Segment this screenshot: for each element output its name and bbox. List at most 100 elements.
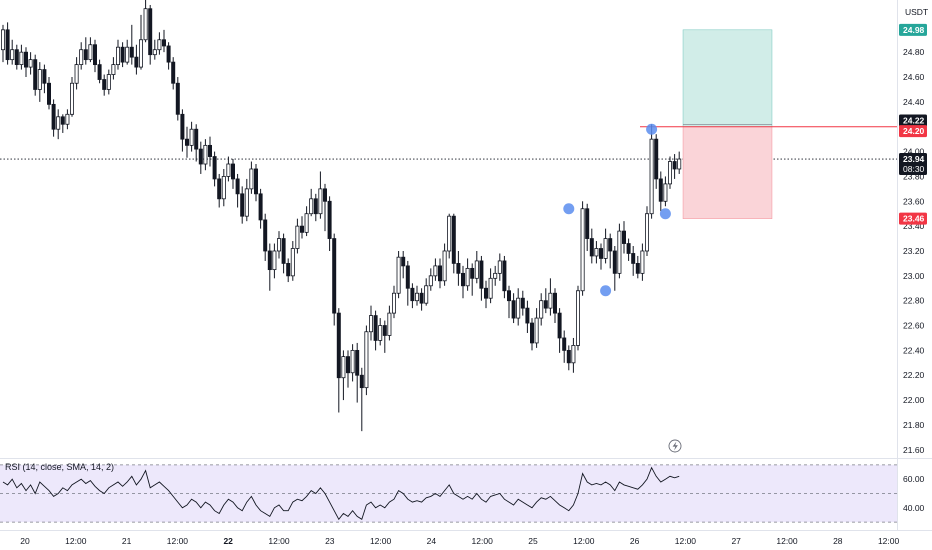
candle-body <box>451 215 456 264</box>
time-tick-label: 12:00 <box>167 536 189 546</box>
time-tick-label: 21 <box>122 536 132 546</box>
candle-body <box>401 256 406 267</box>
candle-body <box>276 238 281 252</box>
candle-body <box>635 263 640 274</box>
candle-body <box>368 315 373 333</box>
upper-level-badge: 24.22 <box>903 116 925 126</box>
candle-body <box>249 168 254 190</box>
candle-body <box>603 238 608 259</box>
candle-body <box>465 267 470 287</box>
price-tick-label: 22.00 <box>903 395 925 405</box>
price-tick-label: 21.80 <box>903 420 925 430</box>
candle-body <box>488 277 493 299</box>
candle-body <box>442 250 447 282</box>
price-tick-label: 23.80 <box>903 171 925 181</box>
candle-body <box>10 49 15 61</box>
stop-zone[interactable] <box>682 126 773 219</box>
candle-body <box>589 238 594 257</box>
candle-body <box>428 275 433 287</box>
candle-body <box>65 113 70 125</box>
candle-body <box>456 263 461 274</box>
candle-body <box>359 374 364 389</box>
candle-body <box>304 213 309 233</box>
candle-body <box>244 188 249 217</box>
candle-body <box>295 225 300 249</box>
rsi-band <box>0 464 897 523</box>
candle-body <box>493 272 498 279</box>
price-tick-label: 23.20 <box>903 246 925 256</box>
time-tick-label: 12:00 <box>65 536 87 546</box>
candle-body <box>594 248 599 257</box>
marker-point <box>646 123 658 135</box>
candle-body <box>663 183 668 202</box>
candle-body <box>341 356 346 379</box>
candle-body <box>171 61 176 84</box>
price-tick-label: 22.40 <box>903 345 925 355</box>
time-tick-label: 28 <box>833 536 843 546</box>
marker-point <box>659 208 671 220</box>
candle-body <box>580 208 585 292</box>
candle-body <box>626 243 631 254</box>
candle-body <box>585 208 590 239</box>
candle-body <box>221 176 226 200</box>
time-tick-label: 12:00 <box>675 536 697 546</box>
candle-body <box>56 116 61 130</box>
candle-body <box>350 349 355 374</box>
candle-body <box>327 200 332 239</box>
candle-body <box>502 260 507 292</box>
price-axis[interactable]: USDT 24.80 24.60 24.40 24.20 24.00 23.80 23.60… <box>903 7 928 455</box>
candle-body <box>42 69 47 84</box>
candlestick-series <box>0 0 682 432</box>
time-tick-label: 12:00 <box>472 536 494 546</box>
candle-body <box>336 312 341 379</box>
time-axis[interactable]: 20 12:00 21 12:00 22 12:00 23 12:00 24 12:00 25 12:… <box>20 536 899 546</box>
candle-body <box>19 51 24 66</box>
candle-body <box>33 59 38 90</box>
time-tick-label: 22 <box>223 536 233 546</box>
position-zones[interactable] <box>640 29 897 219</box>
candle-body <box>157 39 162 51</box>
candle-body <box>184 138 189 146</box>
candle-body <box>263 219 268 252</box>
candle-body <box>640 250 645 274</box>
rsi-tick-label: 60.00 <box>903 474 925 484</box>
candle-body <box>290 248 295 277</box>
lightning-bolt-icon[interactable] <box>668 439 682 453</box>
candle-body <box>189 128 194 146</box>
candle-body <box>166 45 171 63</box>
rsi-panel[interactable]: RSI (14, close, SMA, 14, 2) 60.00 40.00 <box>0 462 925 523</box>
candle-body <box>677 158 682 170</box>
candle-body <box>557 312 562 339</box>
time-tick-label: 25 <box>528 536 538 546</box>
candle-body <box>230 163 235 180</box>
currency-label: USDT <box>905 7 928 17</box>
candle-body <box>497 260 502 274</box>
rsi-title: RSI (14, close, SMA, 14, 2) <box>5 462 114 472</box>
countdown-badge: 08:30 <box>903 164 925 174</box>
candle-body <box>437 265 442 282</box>
target-zone[interactable] <box>682 29 773 127</box>
time-tick-label: 12:00 <box>268 536 290 546</box>
candle-body <box>460 272 465 287</box>
candle-body <box>506 290 511 302</box>
time-tick-label: 12:00 <box>776 536 798 546</box>
marker-series <box>563 123 671 297</box>
candle-body <box>474 260 479 279</box>
candle-body <box>410 287 415 302</box>
rsi-line <box>2 466 680 521</box>
candle-body <box>267 250 272 271</box>
target-price-badge-bg <box>899 23 927 36</box>
candle-body <box>97 64 102 80</box>
price-tick-label: 24.40 <box>903 97 925 107</box>
candle-body <box>419 292 424 304</box>
candle-body <box>364 331 369 389</box>
candle-body <box>37 69 42 90</box>
candle-body <box>516 297 521 319</box>
candle-body <box>102 79 107 90</box>
candle-body <box>138 39 143 68</box>
stop-price-badge-bg <box>899 212 927 225</box>
current-price-badge-bg <box>899 153 927 176</box>
candle-body <box>318 188 323 215</box>
candle-body <box>51 103 56 130</box>
